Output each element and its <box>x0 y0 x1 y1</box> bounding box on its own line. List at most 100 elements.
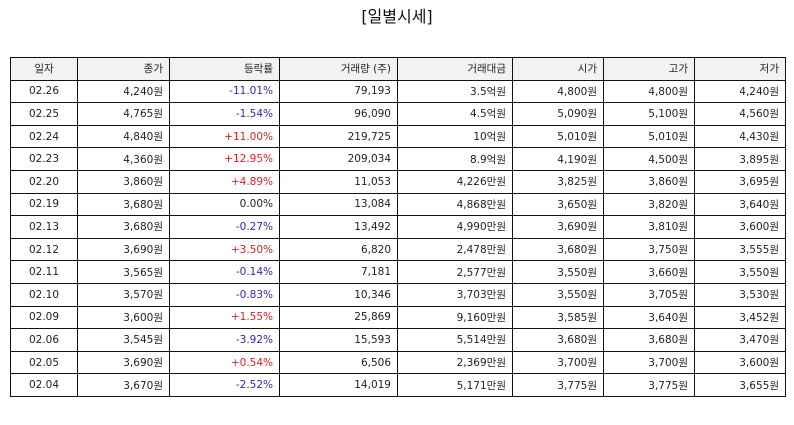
cell-amount: 4,990만원 <box>397 215 513 239</box>
column-header-amount: 거래대금 <box>397 57 513 81</box>
cell-high: 3,750원 <box>603 237 695 262</box>
cell-close: 3,690원 <box>77 237 170 262</box>
cell-change: +4.89% <box>169 169 280 194</box>
cell-date: 02.20 <box>10 169 78 194</box>
cell-open: 5,090원 <box>512 102 604 126</box>
table-row: 02.10 3,570원 -0.83% 10,346 3,703만원 3,550원 3,70… <box>10 282 786 307</box>
cell-open: 3,585원 <box>512 305 604 330</box>
cell-change: -3.92% <box>169 328 280 352</box>
table-row: 02.12 3,690원 +3.50% 6,820 2,478만원 3,680원 3,750… <box>10 237 786 262</box>
cell-date: 02.26 <box>10 79 78 104</box>
cell-close: 3,680원 <box>77 215 170 239</box>
table-row: 02.13 3,680원 -0.27% 13,492 4,990만원 3,690원 3,81… <box>10 215 786 239</box>
cell-amount: 5,514만원 <box>397 328 513 352</box>
cell-change: -0.83% <box>169 282 280 307</box>
page-title: [일별시세] <box>361 7 433 26</box>
table-row: 02.25 4,765원 -1.54% 96,090 4.5억원 5,090원 5,100원… <box>10 102 786 126</box>
cell-close: 4,840원 <box>77 124 170 149</box>
cell-date: 02.25 <box>10 102 78 126</box>
cell-high: 3,680원 <box>603 328 695 352</box>
cell-change: +11.00% <box>169 124 280 149</box>
table-row: 02.09 3,600원 +1.55% 25,869 9,160만원 3,585원 3,64… <box>10 305 786 330</box>
cell-close: 4,240원 <box>77 79 170 104</box>
cell-close: 3,670원 <box>77 373 170 397</box>
cell-volume: 96,090 <box>279 102 398 126</box>
cell-high: 3,820원 <box>603 192 695 217</box>
cell-high: 3,700원 <box>603 350 695 375</box>
column-header-low: 저가 <box>694 57 786 81</box>
cell-open: 4,190원 <box>512 147 604 171</box>
column-header-high: 고가 <box>603 57 695 81</box>
cell-amount: 10억원 <box>397 124 513 149</box>
cell-change: -1.54% <box>169 102 280 126</box>
table-row: 02.04 3,670원 -2.52% 14,019 5,171만원 3,775원 3,77… <box>10 373 786 397</box>
cell-change: -0.14% <box>169 260 280 284</box>
cell-open: 3,690원 <box>512 215 604 239</box>
cell-high: 4,800원 <box>603 79 695 104</box>
cell-date: 02.09 <box>10 305 78 330</box>
cell-close: 3,690원 <box>77 350 170 375</box>
cell-close: 3,600원 <box>77 305 170 330</box>
cell-open: 3,550원 <box>512 260 604 284</box>
cell-open: 3,650원 <box>512 192 604 217</box>
cell-close: 4,360원 <box>77 147 170 171</box>
cell-high: 3,640원 <box>603 305 695 330</box>
cell-low: 3,555원 <box>694 237 786 262</box>
cell-date: 02.11 <box>10 260 78 284</box>
cell-high: 5,100원 <box>603 102 695 126</box>
cell-low: 3,550원 <box>694 260 786 284</box>
cell-amount: 3,703만원 <box>397 282 513 307</box>
cell-date: 02.23 <box>10 147 78 171</box>
cell-open: 3,680원 <box>512 237 604 262</box>
cell-amount: 4.5억원 <box>397 102 513 126</box>
cell-open: 3,700원 <box>512 350 604 375</box>
cell-amount: 4,226만원 <box>397 169 513 194</box>
cell-low: 4,240원 <box>694 79 786 104</box>
column-header-volume: 거래량 (주) <box>279 57 398 81</box>
cell-amount: 8.9억원 <box>397 147 513 171</box>
cell-volume: 209,034 <box>279 147 398 171</box>
cell-low: 3,655원 <box>694 373 786 397</box>
cell-close: 3,860원 <box>77 169 170 194</box>
cell-amount: 2,577만원 <box>397 260 513 284</box>
table-row: 02.11 3,565원 -0.14% 7,181 2,577만원 3,550원 3,660… <box>10 260 786 284</box>
cell-high: 3,810원 <box>603 215 695 239</box>
cell-volume: 10,346 <box>279 282 398 307</box>
cell-amount: 5,171만원 <box>397 373 513 397</box>
cell-date: 02.19 <box>10 192 78 217</box>
cell-date: 02.10 <box>10 282 78 307</box>
cell-open: 3,550원 <box>512 282 604 307</box>
cell-volume: 14,019 <box>279 373 398 397</box>
cell-volume: 6,506 <box>279 350 398 375</box>
cell-high: 3,860원 <box>603 169 695 194</box>
cell-low: 3,600원 <box>694 350 786 375</box>
cell-volume: 7,181 <box>279 260 398 284</box>
table-row: 02.24 4,840원 +11.00% 219,725 10억원 5,010원 5,010… <box>10 124 786 149</box>
daily-price-table: 일자 종가 등락률 거래량 (주) 거래대금 시가 고가 저가 02.26 4,2… <box>10 57 786 397</box>
cell-change: +3.50% <box>169 237 280 262</box>
cell-close: 3,680원 <box>77 192 170 217</box>
table-header-row: 일자 종가 등락률 거래량 (주) 거래대금 시가 고가 저가 <box>10 57 786 81</box>
cell-date: 02.06 <box>10 328 78 352</box>
cell-date: 02.04 <box>10 373 78 397</box>
cell-date: 02.12 <box>10 237 78 262</box>
cell-low: 4,430원 <box>694 124 786 149</box>
cell-close: 4,765원 <box>77 102 170 126</box>
cell-open: 3,775원 <box>512 373 604 397</box>
cell-volume: 6,820 <box>279 237 398 262</box>
cell-change: +1.55% <box>169 305 280 330</box>
cell-open: 3,680원 <box>512 328 604 352</box>
table-row: 02.05 3,690원 +0.54% 6,506 2,369만원 3,700원 3,700… <box>10 350 786 375</box>
cell-volume: 11,053 <box>279 169 398 194</box>
cell-close: 3,545원 <box>77 328 170 352</box>
table-row: 02.20 3,860원 +4.89% 11,053 4,226만원 3,825원 3,86… <box>10 169 786 194</box>
cell-volume: 79,193 <box>279 79 398 104</box>
cell-low: 3,600원 <box>694 215 786 239</box>
table-row: 02.23 4,360원 +12.95% 209,034 8.9억원 4,190원 4,50… <box>10 147 786 171</box>
cell-high: 4,500원 <box>603 147 695 171</box>
cell-amount: 3.5억원 <box>397 79 513 104</box>
table-row: 02.19 3,680원 0.00% 13,084 4,868만원 3,650원 3,820… <box>10 192 786 217</box>
cell-high: 5,010원 <box>603 124 695 149</box>
cell-volume: 15,593 <box>279 328 398 352</box>
cell-low: 3,895원 <box>694 147 786 171</box>
